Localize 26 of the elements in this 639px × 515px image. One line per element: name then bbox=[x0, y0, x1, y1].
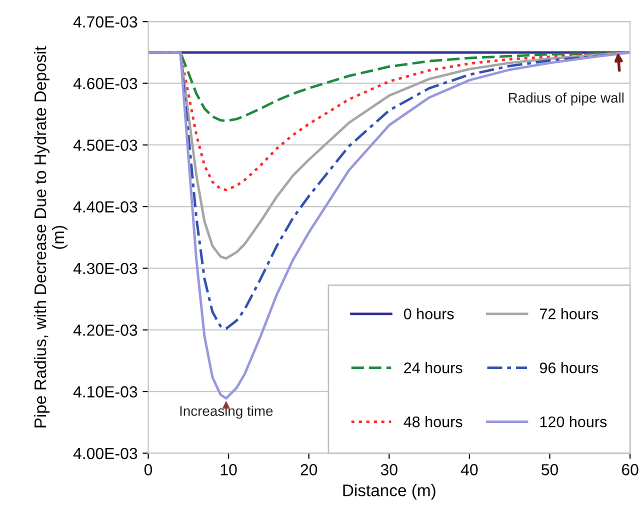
legend-label: 48 hours bbox=[404, 416, 462, 428]
y-tick-label: 4.10E-03 bbox=[73, 386, 138, 398]
x-tick-label: 30 bbox=[380, 464, 398, 476]
x-tick-label: 10 bbox=[220, 464, 237, 476]
line-series bbox=[148, 51, 630, 400]
y-tick-label: 4.40E-03 bbox=[73, 201, 138, 213]
y-tick-label: 4.70E-03 bbox=[73, 16, 138, 28]
legend-label: 96 hours bbox=[540, 362, 598, 374]
x-tick-label: 20 bbox=[300, 464, 318, 476]
x-tick-label: 50 bbox=[542, 464, 558, 476]
legend-label: 0 hours bbox=[404, 308, 454, 320]
y-tick-label: 4.00E-03 bbox=[73, 448, 138, 460]
y-axis-title: Pipe Radius, with Decrease Due to Hydrate Deposit (m) bbox=[34, 46, 68, 428]
y-tick-label: 4.60E-03 bbox=[73, 78, 138, 90]
annotation: Radius of pipe wall bbox=[509, 92, 624, 106]
annotation: Increasing time bbox=[180, 406, 273, 419]
legend-label: 120 hours bbox=[540, 416, 607, 428]
legend-label: 72 hours bbox=[540, 308, 598, 320]
x-tick-label: 60 bbox=[622, 464, 638, 476]
x-axis-title: Distance (m) bbox=[343, 484, 436, 500]
y-tick-label: 4.30E-03 bbox=[73, 262, 138, 274]
y-tick-label: 4.20E-03 bbox=[73, 324, 138, 336]
x-tick-label: 40 bbox=[460, 464, 478, 476]
x-tick-label: 0 bbox=[144, 464, 152, 476]
legend-label: 24 hours bbox=[404, 362, 462, 374]
y-tick-label: 4.50E-03 bbox=[73, 140, 138, 151]
